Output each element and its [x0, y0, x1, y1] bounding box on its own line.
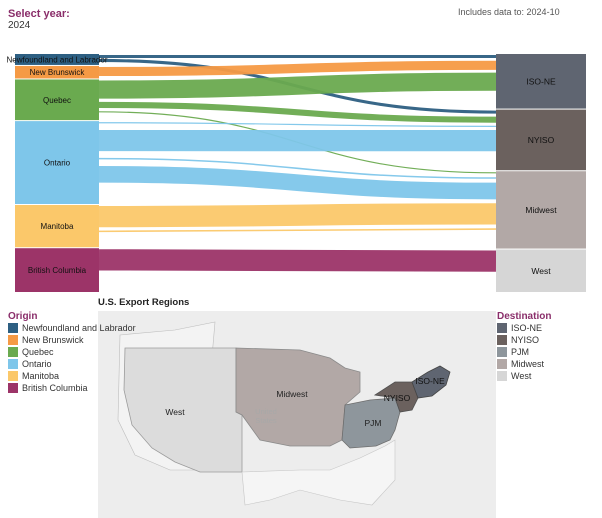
origin-legend: Origin Newfoundland and Labrador New Brun…	[8, 311, 136, 394]
sankey-source-label: Newfoundland and Labrador	[7, 55, 108, 64]
origin-legend-item[interactable]: New Brunswick	[8, 334, 136, 346]
destination-legend-label: PJM	[511, 347, 529, 357]
origin-legend-item[interactable]: Manitoba	[8, 370, 136, 382]
destination-legend-title: Destination	[497, 311, 552, 322]
sankey-source-node[interactable]	[15, 54, 99, 65]
destination-legend-item[interactable]: Midwest	[497, 358, 551, 370]
sankey-source-label: Quebec	[43, 96, 71, 105]
origin-legend-label: British Columbia	[22, 383, 88, 393]
select-year-label: Select year:	[8, 8, 70, 20]
origin-legend-swatch	[8, 347, 18, 357]
sankey-source-node[interactable]	[15, 204, 99, 248]
sankey-target-node[interactable]	[496, 249, 586, 292]
destination-legend-item[interactable]: West	[497, 370, 551, 382]
destination-legend-label: West	[511, 371, 532, 381]
data-note: Includes data to: 2024-10	[458, 7, 560, 17]
sankey-source-label: New Brunswick	[30, 68, 86, 77]
destination-legend-swatch	[497, 335, 507, 345]
origin-legend-item[interactable]: Newfoundland and Labrador	[8, 322, 136, 334]
sankey-target-node[interactable]	[496, 171, 586, 249]
origin-legend-swatch	[8, 383, 18, 393]
sankey-source-label: Ontario	[44, 159, 71, 168]
origin-legend-swatch	[8, 335, 18, 345]
destination-legend-swatch	[497, 359, 507, 369]
destination-legend: Destination ISO-NE NYISO PJM Midwest West	[497, 311, 551, 382]
region-pjm[interactable]	[341, 397, 401, 449]
map-label-midwest: Midwest	[276, 389, 308, 399]
destination-legend-label: Midwest	[511, 359, 545, 369]
sankey-link[interactable]	[98, 249, 497, 272]
sankey-target-label: NYISO	[528, 135, 555, 145]
destination-legend-label: NYISO	[511, 335, 540, 345]
destination-legend-item[interactable]: NYISO	[497, 334, 551, 346]
sankey-link[interactable]	[98, 228, 497, 233]
sankey-target-node[interactable]	[496, 109, 586, 171]
origin-legend-item[interactable]: Quebec	[8, 346, 136, 358]
destination-legend-swatch	[497, 323, 507, 333]
origin-legend-label: Manitoba	[22, 371, 60, 381]
destination-legend-swatch	[497, 347, 507, 357]
origin-legend-title: Origin	[8, 311, 38, 322]
sankey-source-node[interactable]	[15, 79, 99, 121]
sankey-target-label: Midwest	[525, 205, 557, 215]
sankey-target-label: ISO-NE	[526, 76, 556, 86]
region-nyiso[interactable]	[373, 381, 419, 413]
map-land-south	[241, 439, 396, 506]
sankey-source-node[interactable]	[15, 65, 99, 79]
origin-legend-label: Quebec	[22, 347, 54, 357]
origin-legend-swatch	[8, 323, 18, 333]
destination-legend-item[interactable]: ISO-NE	[497, 322, 551, 334]
sankey-link[interactable]	[98, 157, 497, 179]
select-year-value[interactable]: 2024	[8, 20, 31, 31]
map-label-isone: ISO-NE	[415, 376, 445, 386]
sankey-link[interactable]	[98, 165, 497, 200]
sankey-link[interactable]	[98, 122, 497, 127]
origin-legend-label: Newfoundland and Labrador	[22, 323, 136, 333]
map-label-united-states: United States	[255, 407, 277, 425]
sankey-target-label: West	[531, 266, 551, 276]
origin-legend-swatch	[8, 371, 18, 381]
map-label-pjm: PJM	[365, 418, 382, 428]
map-label-west: West	[165, 407, 185, 417]
sankey-link[interactable]	[98, 203, 497, 228]
sankey-link[interactable]	[98, 60, 497, 77]
origin-legend-item[interactable]: Ontario	[8, 358, 136, 370]
sankey-source-label: Manitoba	[41, 222, 74, 231]
sankey-link[interactable]	[98, 101, 497, 123]
origin-legend-label: Ontario	[22, 359, 52, 369]
sankey-link[interactable]	[98, 72, 497, 99]
origin-legend-label: New Brunswick	[22, 335, 84, 345]
sankey-source-label: British Columbia	[28, 266, 87, 275]
destination-legend-label: ISO-NE	[511, 323, 543, 333]
sankey-source-node[interactable]	[15, 121, 99, 204]
map-title: U.S. Export Regions	[98, 297, 190, 308]
map-label-nyiso: NYISO	[384, 393, 411, 403]
destination-legend-swatch	[497, 371, 507, 381]
sankey-source-node[interactable]	[15, 248, 99, 292]
origin-legend-swatch	[8, 359, 18, 369]
destination-legend-item[interactable]: PJM	[497, 346, 551, 358]
sankey-target-node[interactable]	[496, 54, 586, 109]
region-isone[interactable]	[411, 365, 451, 399]
origin-legend-item[interactable]: British Columbia	[8, 382, 136, 394]
sankey-chart: Newfoundland and Labrador New Brunswick Qu…	[7, 54, 586, 292]
